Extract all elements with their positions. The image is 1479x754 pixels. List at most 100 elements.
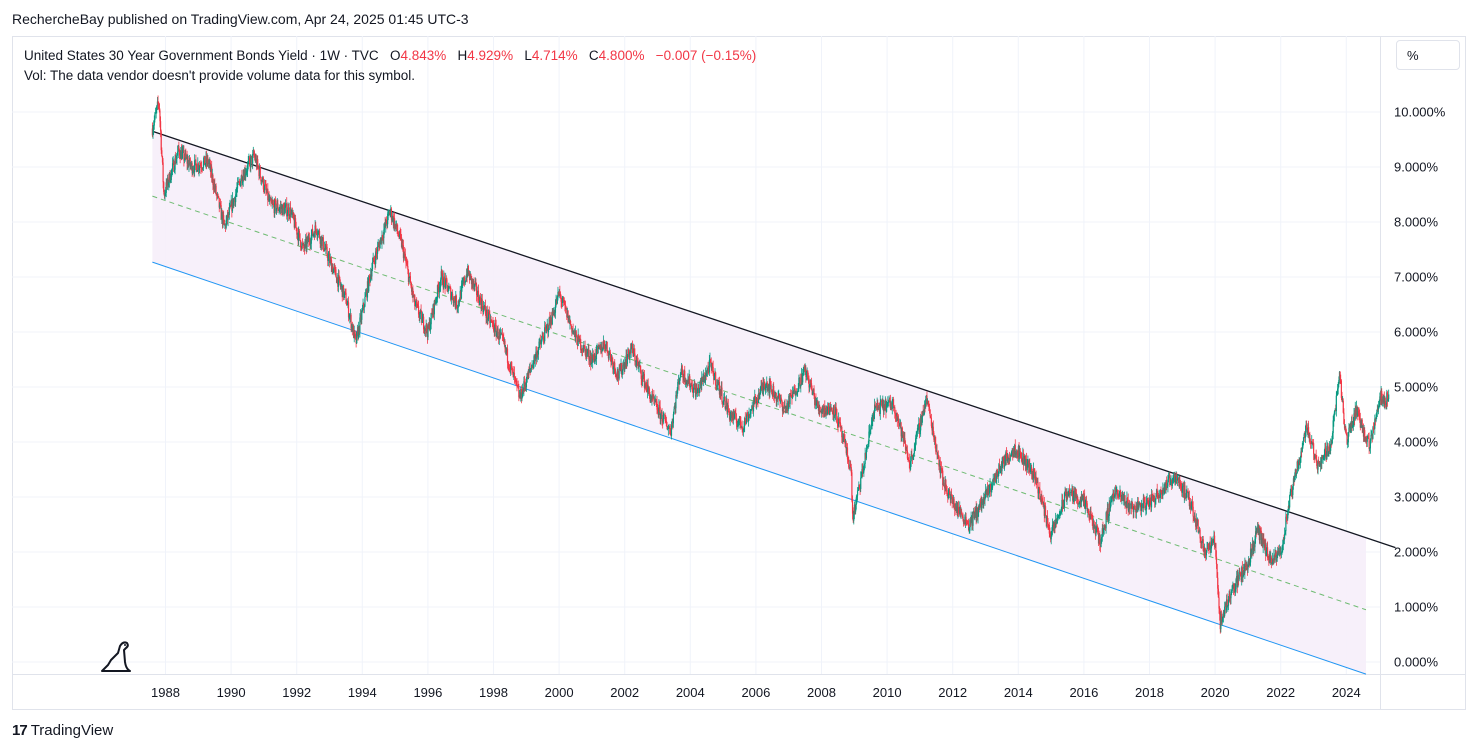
- candle-body: [547, 324, 549, 333]
- candle-body: [1051, 530, 1053, 537]
- candle-body: [330, 260, 333, 272]
- candle-body: [586, 349, 588, 354]
- candle-body: [436, 285, 439, 299]
- candle-body: [244, 170, 246, 176]
- candle-body: [459, 291, 461, 302]
- candle-body: [594, 353, 596, 360]
- candle-body: [452, 293, 454, 300]
- candle-body: [1108, 502, 1110, 516]
- candle-body: [820, 410, 822, 414]
- candle-body: [1137, 500, 1139, 509]
- x-tick-label: 2014: [1004, 685, 1033, 700]
- candle-body: [345, 292, 347, 304]
- candle-body: [1121, 492, 1124, 496]
- candle-body: [772, 385, 774, 397]
- candle-body: [215, 185, 217, 195]
- candle-body: [811, 388, 813, 395]
- legend-symbol[interactable]: United States 30 Year Government Bonds Y…: [24, 48, 379, 63]
- candle-body: [510, 362, 512, 367]
- candle-body: [1117, 495, 1119, 497]
- candle-body: [954, 507, 956, 510]
- candle-body: [642, 374, 644, 376]
- candle-body: [588, 349, 590, 360]
- candle-body: [1180, 485, 1182, 488]
- candle-body: [197, 163, 199, 171]
- candle-body: [388, 212, 390, 214]
- candle-body: [1205, 554, 1207, 556]
- candle-body: [234, 198, 236, 203]
- price-chart[interactable]: 1988 1990 1992 1994 1996 1998 2000 2002 2004 2006…: [12, 36, 1466, 710]
- candle-body: [1211, 540, 1213, 542]
- candle-body: [969, 519, 971, 528]
- candle-body: [1101, 528, 1103, 538]
- candle-body: [974, 516, 976, 518]
- candle-body: [648, 388, 651, 395]
- candle-body: [1135, 505, 1137, 513]
- candle-body: [800, 373, 803, 385]
- candle-body: [921, 411, 924, 417]
- candle-body: [154, 113, 156, 120]
- candle-body: [1049, 535, 1052, 540]
- candle-body: [368, 275, 370, 278]
- candle-body: [704, 372, 707, 380]
- candle-body: [1206, 548, 1208, 551]
- candle-body: [1185, 493, 1187, 499]
- candle-body: [1068, 489, 1071, 496]
- candle-body: [1152, 496, 1154, 498]
- candle-body: [701, 376, 704, 382]
- candle-body: [539, 341, 541, 344]
- candle-body: [911, 454, 913, 456]
- candle-body: [231, 201, 233, 212]
- candle-body: [745, 414, 748, 423]
- candle-body: [197, 163, 200, 170]
- candle-body: [604, 344, 606, 349]
- candle-body: [1064, 492, 1066, 493]
- candle-body: [420, 310, 422, 312]
- candle-body: [598, 345, 600, 347]
- candle-body: [206, 157, 208, 163]
- candle-body: [403, 253, 405, 259]
- candle-body: [1042, 501, 1044, 506]
- unit-toggle-button[interactable]: %: [1396, 40, 1460, 70]
- candle-body: [209, 162, 211, 164]
- candle-body: [1316, 465, 1319, 470]
- candle-body: [1166, 486, 1168, 488]
- candle-body: [218, 195, 220, 198]
- candle-body: [1060, 511, 1062, 513]
- candle-body: [556, 300, 558, 304]
- candle-body: [824, 405, 826, 414]
- candle-body: [153, 119, 155, 126]
- candle-body: [1029, 467, 1032, 472]
- candle-body: [440, 271, 442, 280]
- candle-body: [1213, 535, 1215, 540]
- candle-body: [817, 406, 820, 411]
- candle-body: [952, 503, 954, 504]
- candle-body: [292, 212, 294, 215]
- candle-body: [1090, 515, 1093, 517]
- x-tick-label: 2006: [741, 685, 770, 700]
- candle-body: [922, 411, 924, 416]
- candle-body: [1377, 408, 1379, 410]
- candle-body: [527, 370, 529, 380]
- candle-body: [1328, 451, 1330, 457]
- candle-body: [467, 266, 469, 275]
- candle-body: [303, 244, 305, 249]
- candle-body: [1150, 494, 1153, 508]
- candle-body: [649, 394, 651, 402]
- tradingview-logo[interactable]: 17 TradingView: [12, 722, 113, 739]
- candle-body: [314, 225, 316, 238]
- candle-body: [431, 313, 434, 316]
- candle-body: [395, 224, 397, 227]
- candle-body: [658, 404, 661, 407]
- candle-body: [588, 359, 591, 362]
- candle-body: [417, 306, 420, 315]
- candle-body: [1251, 543, 1254, 550]
- candle-body: [696, 387, 698, 394]
- candle-body: [510, 362, 512, 370]
- candle-body: [323, 247, 326, 251]
- candle-body: [1243, 570, 1245, 576]
- candle-body: [962, 516, 964, 520]
- candle-body: [878, 406, 880, 408]
- candle-body: [226, 215, 228, 221]
- candle-body: [626, 356, 628, 365]
